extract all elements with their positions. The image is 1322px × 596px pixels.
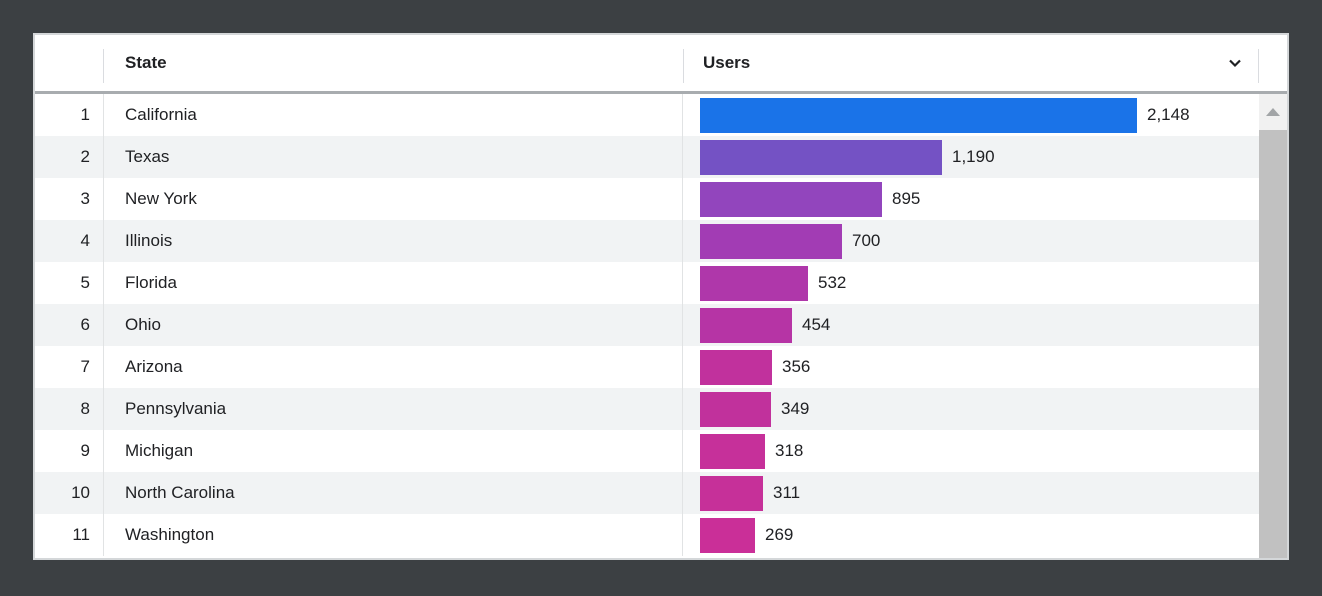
rank-cell: 5 <box>80 273 90 292</box>
state-cell: Illinois <box>103 220 682 262</box>
state-cell: Pennsylvania <box>103 388 682 430</box>
state-cell: Florida <box>103 262 682 304</box>
state-cell: Ohio <box>103 304 682 346</box>
table-row[interactable]: 4 Illinois 700 <box>35 220 1287 262</box>
header-divider <box>1258 49 1259 83</box>
users-cell: 269 <box>682 514 1287 556</box>
rank-cell: 6 <box>80 315 90 334</box>
users-value: 700 <box>852 231 881 250</box>
users-cell: 2,148 <box>682 94 1287 136</box>
rank-cell: 11 <box>72 525 90 544</box>
users-cell: 356 <box>682 346 1287 388</box>
users-bar <box>700 475 763 511</box>
users-value: 532 <box>818 273 847 292</box>
table-row[interactable]: 5 Florida 532 <box>35 262 1287 304</box>
chevron-down-icon[interactable] <box>1226 54 1244 72</box>
triangle-up-icon <box>1266 108 1280 116</box>
users-cell: 1,190 <box>682 136 1287 178</box>
rank-cell: 10 <box>71 483 90 502</box>
state-cell: Texas <box>103 136 682 178</box>
table-row[interactable]: 9 Michigan 318 <box>35 430 1287 472</box>
users-value: 454 <box>802 315 831 334</box>
table-row[interactable]: 8 Pennsylvania 349 <box>35 388 1287 430</box>
users-cell: 532 <box>682 262 1287 304</box>
users-cell: 349 <box>682 388 1287 430</box>
users-column-label: Users <box>703 53 751 72</box>
rank-cell: 7 <box>80 357 90 376</box>
state-cell: California <box>103 94 682 136</box>
states-users-table: State Users 1 California 2,148 2 Texas 1,190 3… <box>33 33 1289 560</box>
header-divider <box>103 49 104 83</box>
state-cell: Washington <box>103 514 682 556</box>
scroll-up-button[interactable] <box>1259 94 1287 130</box>
users-bar <box>700 139 942 175</box>
table-row[interactable]: 10 North Carolina 311 <box>35 472 1287 514</box>
column-header-users[interactable]: Users <box>684 35 1258 91</box>
users-bar <box>700 433 765 469</box>
users-cell: 311 <box>682 472 1287 514</box>
users-value: 356 <box>782 357 811 376</box>
rank-cell: 9 <box>80 441 90 460</box>
users-value: 269 <box>765 525 794 544</box>
rank-cell: 2 <box>80 147 90 166</box>
users-cell: 895 <box>682 178 1287 220</box>
users-value: 1,190 <box>952 147 995 166</box>
users-value: 895 <box>892 189 921 208</box>
users-bar <box>700 307 792 343</box>
rank-cell: 3 <box>80 189 90 208</box>
users-value: 318 <box>775 441 804 460</box>
state-cell: Arizona <box>103 346 682 388</box>
table-row[interactable]: 2 Texas 1,190 <box>35 136 1287 178</box>
users-cell: 318 <box>682 430 1287 472</box>
table-header-row: State Users <box>35 35 1287 94</box>
users-value: 311 <box>773 483 801 502</box>
state-cell: New York <box>103 178 682 220</box>
column-header-rank <box>35 35 103 91</box>
users-cell: 700 <box>682 220 1287 262</box>
table-row[interactable]: 7 Arizona 356 <box>35 346 1287 388</box>
vertical-scrollbar[interactable] <box>1259 94 1287 558</box>
users-cell: 454 <box>682 304 1287 346</box>
users-bar <box>700 97 1137 133</box>
rank-cell: 8 <box>80 399 90 418</box>
column-header-state[interactable]: State <box>104 35 683 91</box>
state-cell: Michigan <box>103 430 682 472</box>
users-bar <box>700 349 772 385</box>
table-row[interactable]: 11 Washington 269 <box>35 514 1287 556</box>
users-bar <box>700 391 771 427</box>
users-bar <box>700 517 755 553</box>
table-row[interactable]: 3 New York 895 <box>35 178 1287 220</box>
state-cell: North Carolina <box>103 472 682 514</box>
users-bar <box>700 265 808 301</box>
rank-cell: 1 <box>80 105 90 124</box>
table-body: 1 California 2,148 2 Texas 1,190 3 New York 895 4… <box>35 94 1287 558</box>
users-bar <box>700 181 882 217</box>
state-column-label: State <box>125 53 167 72</box>
rank-cell: 4 <box>80 231 90 250</box>
users-value: 349 <box>781 399 810 418</box>
table-body-rows: 1 California 2,148 2 Texas 1,190 3 New York 895 4… <box>35 94 1287 556</box>
users-value: 2,148 <box>1147 105 1190 124</box>
users-bar <box>700 223 842 259</box>
table-row[interactable]: 6 Ohio 454 <box>35 304 1287 346</box>
scrollbar-thumb[interactable] <box>1259 130 1287 558</box>
table-row[interactable]: 1 California 2,148 <box>35 94 1287 136</box>
header-divider <box>683 49 684 83</box>
